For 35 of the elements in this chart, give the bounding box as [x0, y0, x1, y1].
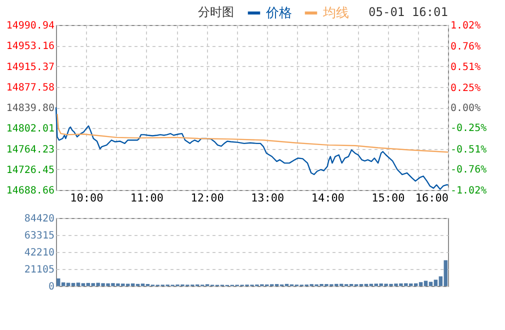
y-tick-label: 14764.23: [6, 144, 54, 156]
y2-tick-label: -0.25%: [450, 123, 487, 134]
y-tick-label: 14877.58: [6, 82, 54, 94]
y2-tick-label: 0.25%: [450, 82, 481, 94]
y-tick-label: 14839.80: [6, 103, 54, 114]
y2-tick-label: -1.02%: [450, 186, 487, 196]
x-tick-label: 13:00: [251, 192, 284, 204]
x-tick-label: 12:00: [190, 192, 224, 204]
y2-tick-label: -0.51%: [450, 144, 487, 156]
x-tick-label: 11:00: [130, 192, 164, 204]
y-tick-label: 14726.45: [6, 164, 54, 176]
chart-title: 分时图: [198, 5, 234, 19]
y-tick-label: 14990.94: [6, 20, 54, 32]
legend-label: 价格: [265, 6, 292, 21]
y-tick-label: 63315: [24, 230, 54, 242]
y-tick-label: 14802.01: [6, 124, 54, 135]
line-series: [56, 113, 449, 153]
y2-tick-label: 1.02%: [450, 20, 481, 32]
y2-tick-label: -0.76%: [450, 164, 487, 176]
y-tick-label: 42210: [24, 248, 54, 258]
legend-label: 均线: [322, 6, 349, 21]
x-tick-label: 16:00: [415, 192, 448, 204]
x-tick-label: 14:00: [311, 192, 344, 204]
y2-tick-label: 0.76%: [450, 42, 481, 53]
y-tick-label: 0: [48, 282, 54, 292]
y-tick-label: 14915.37: [6, 62, 54, 73]
y2-tick-label: 0.51%: [450, 62, 481, 73]
y-tick-label: 14953.16: [6, 41, 54, 52]
y-tick-label: 84420: [24, 214, 54, 224]
x-tick-label: 15:00: [372, 192, 405, 204]
x-tick-label: 10:00: [70, 192, 104, 204]
y2-tick-label: 0.00%: [450, 103, 481, 114]
text: 05-01 16:01: [368, 5, 448, 19]
y-tick-label: 21105: [24, 264, 54, 276]
y-tick-label: 14688.66: [6, 186, 54, 196]
